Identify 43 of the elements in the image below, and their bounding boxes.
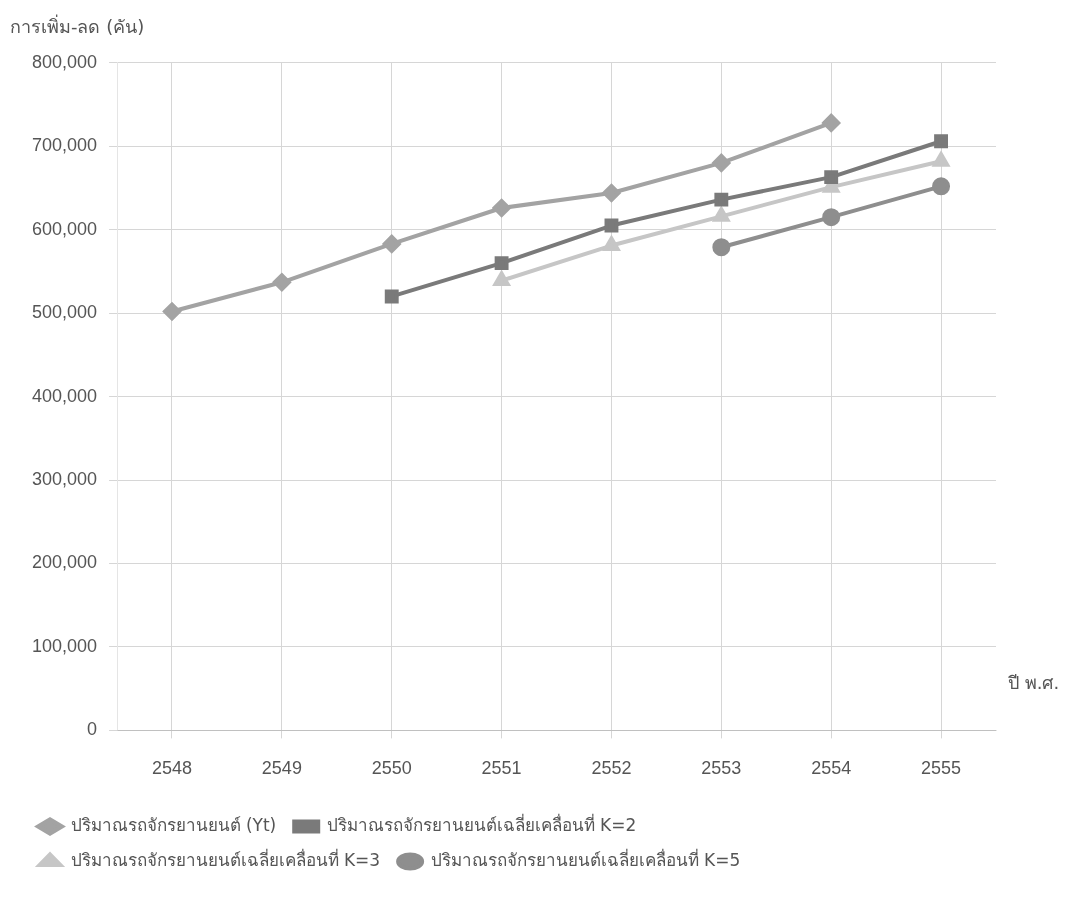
point bbox=[603, 236, 620, 252]
point bbox=[824, 170, 839, 185]
y-tick-label: 500,000 bbox=[31, 302, 98, 323]
legend-label: ปริมาณรถจักรยานยนต์เฉลี่ยเคลื่อนที่ K=2 bbox=[326, 812, 637, 835]
point bbox=[712, 238, 731, 257]
point bbox=[713, 207, 730, 222]
y-axis-title: การเพิ่ม-ลด (คัน) bbox=[10, 13, 145, 39]
y-tick-label: 700,000 bbox=[31, 135, 98, 156]
x-tick-label: 2553 bbox=[701, 758, 742, 779]
point bbox=[933, 152, 950, 167]
point bbox=[493, 271, 510, 287]
point bbox=[822, 208, 841, 227]
point bbox=[272, 273, 291, 292]
x-tick-label: 2551 bbox=[481, 758, 522, 779]
y-tick-label: 400,000 bbox=[31, 385, 98, 406]
point bbox=[163, 302, 181, 321]
x-tick-label: 2555 bbox=[921, 758, 962, 779]
legend-label: ปริมาณรถจักรยานยนต์เฉลี่ยเคลื่อนที่ K=5 bbox=[430, 847, 741, 870]
x-tick-label: 2554 bbox=[811, 758, 852, 779]
point bbox=[932, 177, 951, 196]
point bbox=[494, 256, 509, 271]
y-tick-label: 200,000 bbox=[31, 552, 98, 573]
x-axis-title: ปี พ.ศ. bbox=[1008, 671, 1060, 695]
point bbox=[492, 199, 511, 217]
legend-label: ปริมาณรถจักรยานยนต์ (Yt) bbox=[70, 814, 277, 835]
point bbox=[384, 289, 399, 304]
point bbox=[934, 134, 949, 149]
legend-label: ปริมาณรถจักรยานยนต์เฉลี่ยเคลื่อนที่ K=3 bbox=[70, 847, 381, 870]
y-tick-label: 800,000 bbox=[31, 51, 98, 72]
x-tick-label: 2552 bbox=[591, 758, 632, 779]
x-tick-label: 2548 bbox=[151, 758, 193, 779]
x-tick-label: 2549 bbox=[261, 758, 302, 779]
point bbox=[712, 153, 731, 172]
x-tick-label: 2550 bbox=[371, 758, 412, 779]
y-tick-label: 0 bbox=[87, 719, 98, 740]
point bbox=[602, 183, 621, 202]
y-tick-label: 300,000 bbox=[31, 469, 98, 490]
point bbox=[604, 218, 619, 233]
point bbox=[822, 113, 841, 132]
point bbox=[382, 234, 401, 253]
y-tick-label: 600,000 bbox=[31, 218, 98, 239]
y-tick-label: 100,000 bbox=[31, 635, 98, 656]
point bbox=[714, 192, 729, 207]
